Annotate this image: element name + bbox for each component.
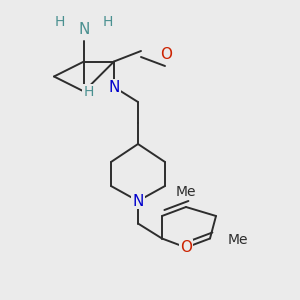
Text: H: H: [83, 85, 94, 98]
Text: O: O: [180, 240, 192, 255]
Text: N: N: [108, 80, 120, 94]
Text: Me: Me: [228, 233, 248, 247]
Text: N: N: [132, 194, 144, 208]
Text: O: O: [160, 46, 172, 62]
Text: H: H: [55, 15, 65, 28]
Text: Me: Me: [176, 185, 196, 199]
Text: N: N: [78, 22, 90, 38]
Text: H: H: [103, 15, 113, 28]
